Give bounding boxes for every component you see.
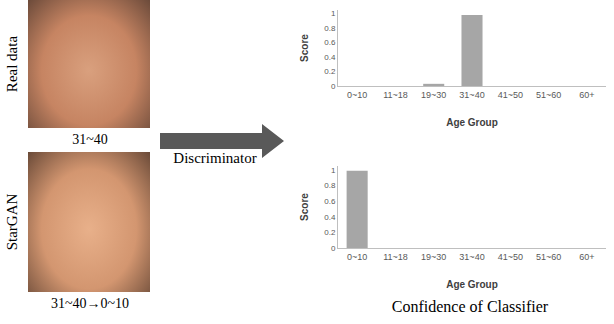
svg-text:60+: 60+ <box>579 90 594 100</box>
svg-text:41~50: 41~50 <box>498 90 523 100</box>
svg-text:0~10: 0~10 <box>347 252 367 262</box>
svg-text:31~40: 31~40 <box>459 252 484 262</box>
html-text:Real data: Real data <box>4 35 20 93</box>
svg-text:0.4: 0.4 <box>324 213 336 222</box>
svg-text:1: 1 <box>331 166 336 175</box>
html-text:Discriminator: Discriminator <box>173 150 257 166</box>
svg-text:19~30: 19~30 <box>421 90 446 100</box>
svg-text:0.6: 0.6 <box>324 197 336 206</box>
svg-text:11~18: 11~18 <box>383 252 408 262</box>
svg-text:41~50: 41~50 <box>498 252 523 262</box>
svg-text:1: 1 <box>331 9 336 18</box>
svg-text:51~60: 51~60 <box>536 252 561 262</box>
svg-text:Age Group: Age Group <box>446 279 498 290</box>
svg-text:0.4: 0.4 <box>324 53 336 62</box>
svg-text:Score: Score <box>299 193 310 221</box>
svg-text:31~40: 31~40 <box>459 90 484 100</box>
svg-text:Score: Score <box>299 34 310 62</box>
svg-text:60+: 60+ <box>579 252 594 262</box>
svg-text:0~10: 0~10 <box>347 90 367 100</box>
svg-text:0: 0 <box>331 82 336 91</box>
svg-text:19~30: 19~30 <box>421 252 446 262</box>
svg-text:0.2: 0.2 <box>324 67 336 76</box>
svg-text:0.8: 0.8 <box>324 181 336 190</box>
svg-text:0.6: 0.6 <box>324 38 336 47</box>
html-text:31~40→0~10: 31~40→0~10 <box>50 296 130 311</box>
html-text:Confidence of Classifier: Confidence of Classifier <box>391 298 549 315</box>
html-text:StarGAN: StarGAN <box>4 193 20 251</box>
svg-text:Age Group: Age Group <box>446 117 498 128</box>
svg-text:51~60: 51~60 <box>536 90 561 100</box>
svg-text:0.8: 0.8 <box>324 24 336 33</box>
html-text:31~40: 31~40 <box>72 132 108 147</box>
svg-text:11~18: 11~18 <box>383 90 408 100</box>
svg-text:0: 0 <box>331 244 336 253</box>
svg-text:0.2: 0.2 <box>324 228 336 237</box>
